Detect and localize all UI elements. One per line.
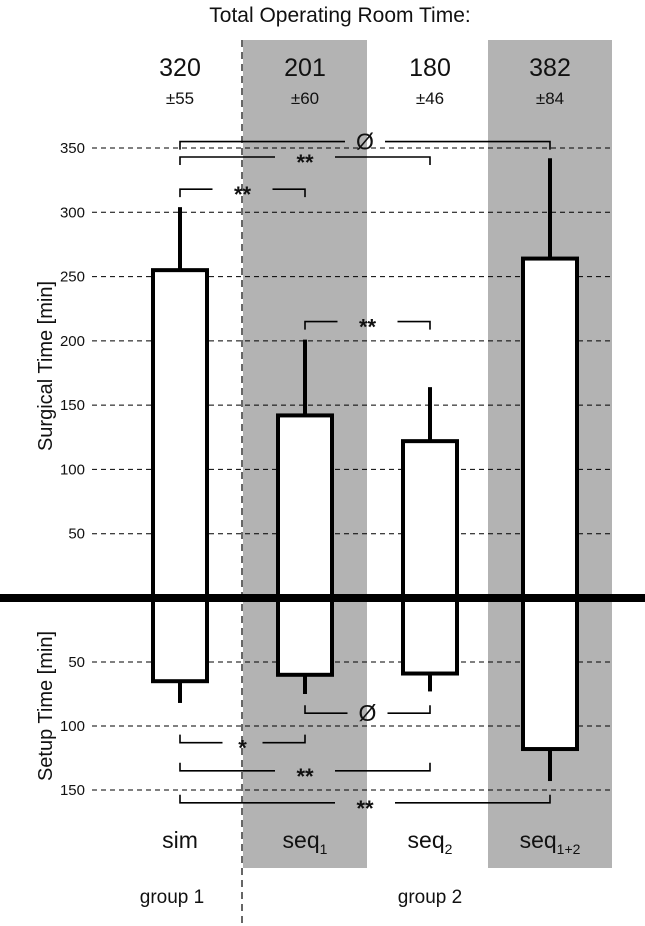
significance-label-sim-seq1-upper: ** [234,182,252,207]
lower-y-axis-label: Setup Time [min] [35,631,57,781]
bar-lower-seq12 [521,596,579,752]
total-sd-sim: ±55 [166,89,194,108]
tick-label-upper-200: 200 [60,333,85,350]
tick-label-lower-150: 150 [60,782,85,799]
significance-bracket-sim-seq12-lower [179,794,551,804]
group-labels: group 1 group 2 [140,887,462,908]
bar-lower-sim [151,596,209,684]
tick-label-upper-250: 250 [60,269,85,286]
category-label-seq2: seq2 [408,827,453,857]
tick-labels: 50 100 150 200 250 300 350 50 100 150 [60,140,85,799]
bar-upper-seq2 [401,439,459,600]
significance-label-seq1-seq2-upper: ** [359,315,377,340]
significance-label-sim-seq2-upper: ** [296,150,314,175]
bar-upper-seq1 [276,413,334,600]
total-value-seq2: 180 [409,54,451,82]
total-sd-seq12: ±84 [536,89,564,108]
tick-label-upper-50: 50 [68,526,85,543]
significance-label-sim-seq2-lower: ** [296,764,314,789]
significance-bracket-seq1-seq2-upper [304,320,431,330]
significance-brackets: Ø******Ø***** [179,129,551,821]
bar-lower-seq2 [401,596,459,676]
significance-bracket-sim-seq2-lower [179,762,431,772]
bar-lower-seq1 [276,596,334,677]
tick-label-upper-300: 300 [60,204,85,221]
significance-bracket-seq1-seq2-lower [304,705,431,714]
significance-label-sim-seq1-lower: * [238,736,247,761]
significance-bracket-sim-seq1-lower [179,734,306,744]
significance-bracket-sim-seq2-upper [179,156,431,165]
total-value-seq12: 382 [529,54,571,82]
significance-label-sim-seq12-upper: Ø [356,129,374,155]
tick-label-lower-50: 50 [68,654,85,671]
significance-label-sim-seq12-lower: ** [356,796,374,821]
significance-label-seq1-seq2-lower: Ø [359,700,377,726]
category-label-seq12: seq1+2 [520,827,581,857]
bar-upper-sim [151,268,209,600]
category-label-seq1: seq1 [283,827,328,857]
total-value-seq1: 201 [284,54,326,82]
total-sd-seq2: ±46 [416,89,444,108]
tick-label-upper-150: 150 [60,397,85,414]
significance-bracket-sim-seq1-upper [179,188,306,198]
group-label-2: group 2 [398,887,462,908]
group-label-1: group 1 [140,887,204,908]
total-value-sim: 320 [159,54,201,82]
tick-label-upper-350: 350 [60,140,85,157]
category-labels: sim seq1 seq2 seq1+2 [162,827,581,857]
tick-label-upper-100: 100 [60,461,85,478]
upper-y-axis-label: Surgical Time [min] [35,281,57,451]
category-label-sim: sim [162,827,198,853]
total-time-labels: 320 ±55 201 ±60 180 ±46 382 ±84 [159,54,571,108]
tick-label-lower-100: 100 [60,718,85,735]
total-sd-seq1: ±60 [291,89,319,108]
chart-title: Total Operating Room Time: [209,4,470,27]
significance-bracket-sim-seq12-upper [179,140,551,150]
bar-upper-seq12 [521,256,579,600]
